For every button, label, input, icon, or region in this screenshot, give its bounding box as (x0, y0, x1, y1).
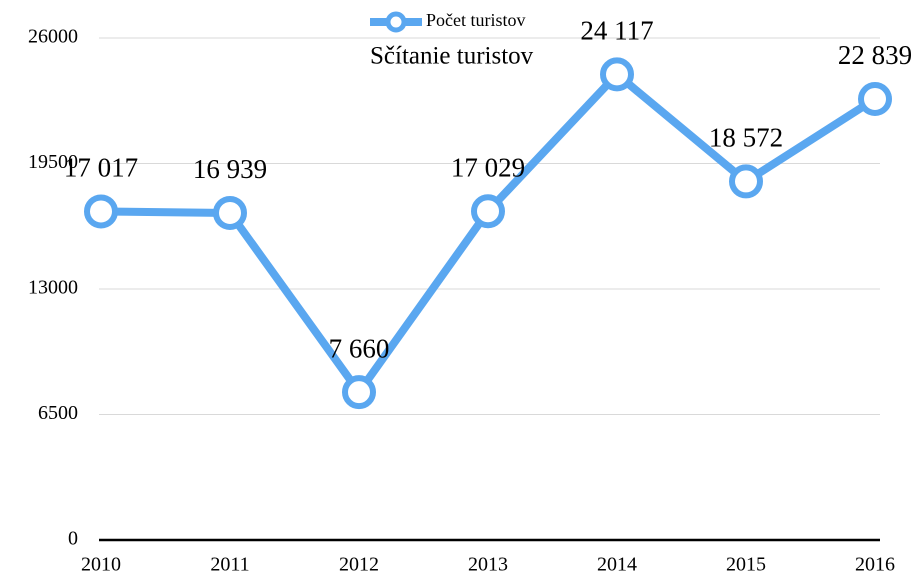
x-tick-label: 2013 (468, 554, 508, 576)
plot: 0 6500 13000 19500 26000 2010 2011 2012 2013 2014… (28, 10, 912, 575)
x-tick-label: 2016 (855, 554, 895, 576)
data-label: 7 660 (329, 333, 390, 363)
legend-marker (385, 11, 407, 33)
x-tick-label: 2010 (81, 554, 121, 576)
x-tick-label: 2015 (726, 554, 766, 576)
data-label: 17 017 (64, 153, 138, 183)
point (84, 194, 118, 229)
y-tick-label: 6500 (38, 402, 78, 424)
point (471, 194, 505, 229)
point (213, 195, 247, 230)
x-tick-label: 2011 (210, 554, 249, 576)
data-label: 18 572 (709, 123, 783, 153)
y-tick-label: 26000 (28, 26, 78, 48)
data-label: 24 117 (580, 16, 653, 46)
x-tick-label: 2012 (339, 554, 379, 576)
y-tick-label: 13000 (28, 277, 78, 299)
point (600, 57, 634, 92)
y-tick-label: 0 (68, 528, 78, 550)
data-label: 17 029 (451, 152, 525, 182)
x-tick-label: 2014 (597, 554, 637, 576)
point (858, 82, 892, 117)
y-tick-label: 19500 (28, 151, 78, 173)
legend-label: Počet turistov (426, 10, 526, 30)
data-label: 22 839 (838, 40, 912, 70)
chart-title: Sčítanie turistov (370, 43, 534, 70)
data-label: 16 939 (193, 154, 267, 184)
point (342, 375, 376, 410)
point (729, 164, 763, 199)
